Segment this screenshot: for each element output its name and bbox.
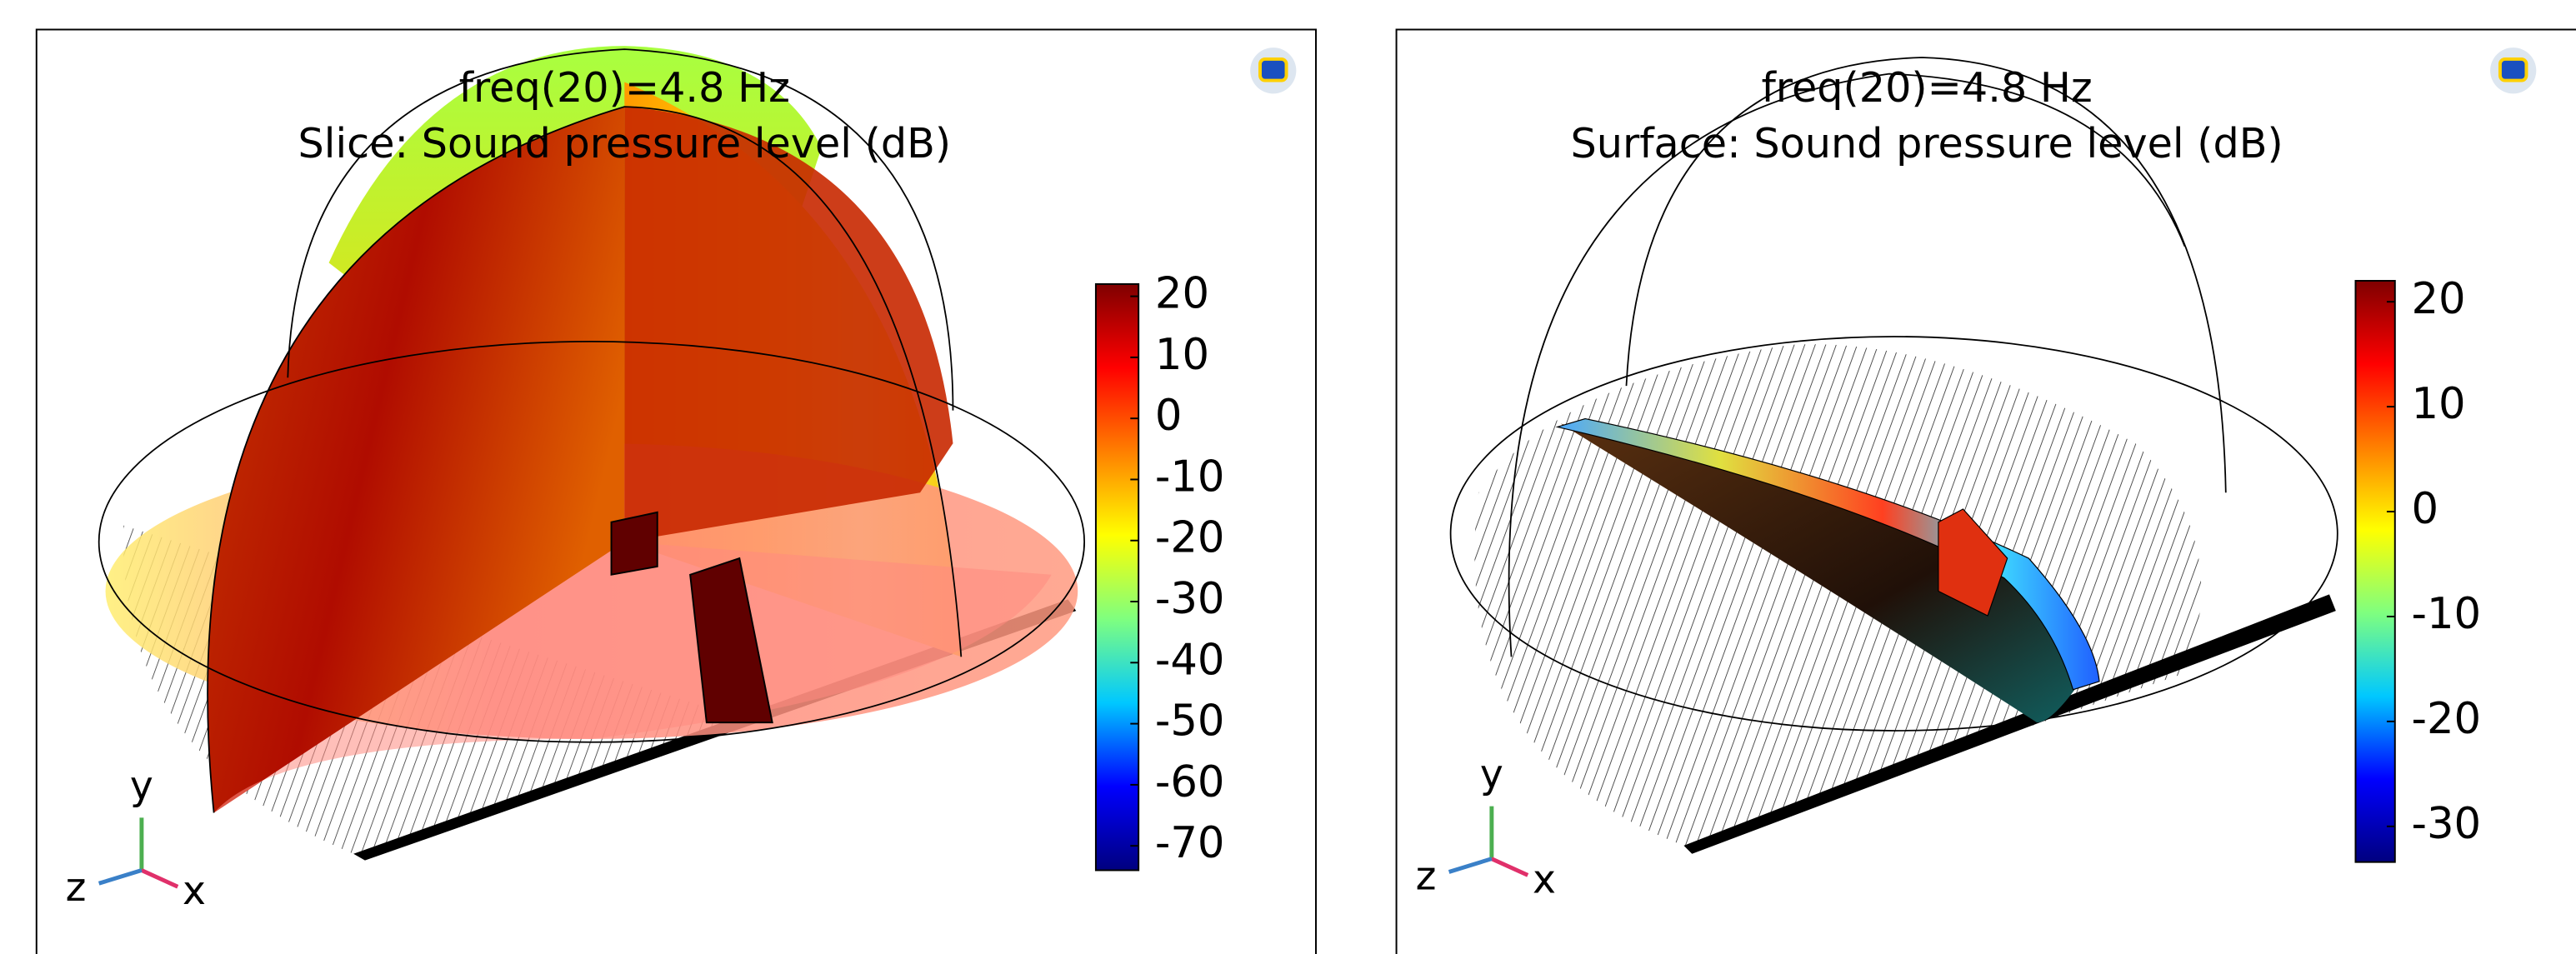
plot-title: freq(20)=4.8 Hz: [1761, 63, 2092, 112]
axis-label: x: [183, 868, 206, 914]
axis-label: y: [1480, 752, 1503, 797]
colorbar-tick-label: 20: [1155, 269, 1209, 319]
axis-label: x: [1533, 857, 1556, 902]
axis-label: z: [66, 865, 87, 911]
logo: [1260, 59, 1287, 81]
colorbar-tick-label: -10: [1155, 452, 1225, 502]
colorbar-tick-label: -10: [2411, 589, 2481, 639]
plot-title: freq(20)=4.8 Hz: [459, 63, 790, 112]
colorbar-tick-label: -50: [1155, 697, 1225, 747]
colorbar-tick-label: -60: [1155, 757, 1225, 807]
axis-label: z: [1416, 853, 1437, 899]
colorbar-tick-label: 20: [2411, 274, 2465, 324]
colorbar-tick-label: -30: [2411, 799, 2481, 849]
colorbar-tick-label: 10: [2411, 379, 2465, 429]
colorbar-tick-label: -20: [2411, 694, 2481, 744]
colorbar-tick-label: 0: [1155, 391, 1183, 441]
panel: [1397, 29, 2576, 954]
colorbar-tick-label: -70: [1155, 818, 1225, 868]
colorbar-tick-label: 10: [1155, 330, 1209, 380]
logo: [2500, 59, 2527, 81]
plot-title: Surface: Sound pressure level (dB): [1570, 119, 2283, 167]
axis-label: y: [130, 763, 153, 809]
colorbar-tick-label: -20: [1155, 513, 1225, 563]
colorbar-tick-label: 0: [2411, 484, 2438, 534]
colorbar-tick-label: -40: [1155, 635, 1225, 685]
colorbar: [2355, 281, 2394, 862]
colorbar: [1096, 284, 1138, 871]
screen: freq(20)=4.8 Hz Slice: Sound pressure lev…: [0, 0, 2576, 954]
colorbar-tick-label: -30: [1155, 574, 1225, 624]
plot-title: Slice: Sound pressure level (dB): [298, 119, 952, 167]
page: freq(20)=4.8 Hz Slice: Sound pressure lev…: [0, 0, 2576, 954]
